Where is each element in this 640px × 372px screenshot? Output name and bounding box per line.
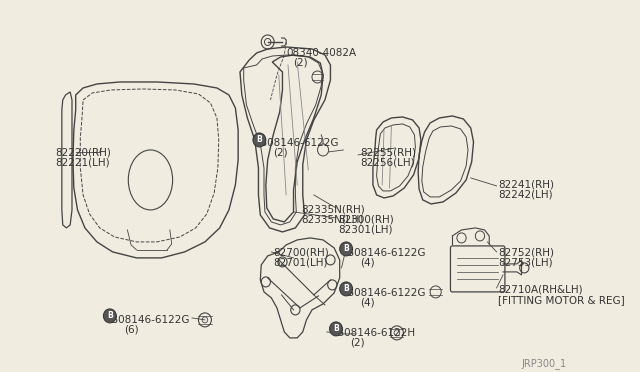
Text: 82753(LH): 82753(LH) — [499, 258, 553, 268]
Text: 08340-4082A: 08340-4082A — [286, 48, 356, 58]
Text: [FITTING MOTOR & REG]: [FITTING MOTOR & REG] — [499, 295, 625, 305]
Text: B08146-6122G: B08146-6122G — [111, 315, 189, 325]
Text: (2): (2) — [350, 338, 364, 348]
Text: B08146-6122H: B08146-6122H — [337, 328, 415, 338]
Text: B: B — [333, 324, 339, 333]
Text: 82301(LH): 82301(LH) — [338, 225, 392, 235]
Text: JRP300_1: JRP300_1 — [522, 358, 566, 369]
Text: B08146-6122G: B08146-6122G — [260, 138, 339, 148]
Text: 82256(LH): 82256(LH) — [360, 158, 415, 168]
Text: 82300(RH): 82300(RH) — [338, 215, 394, 225]
Text: B: B — [107, 311, 113, 320]
Text: 82221(LH): 82221(LH) — [56, 158, 110, 168]
Circle shape — [104, 309, 116, 323]
Text: 82701(LH): 82701(LH) — [273, 258, 328, 268]
Text: 82220(RH): 82220(RH) — [56, 148, 111, 158]
Text: 82242(LH): 82242(LH) — [499, 190, 553, 200]
Text: 82335N(LH): 82335N(LH) — [301, 215, 364, 225]
Text: (4): (4) — [360, 298, 374, 308]
Text: B: B — [343, 244, 349, 253]
Text: (2): (2) — [294, 58, 308, 68]
Text: 82710A(RH&LH): 82710A(RH&LH) — [499, 285, 583, 295]
Text: (6): (6) — [124, 325, 138, 335]
Circle shape — [330, 322, 342, 336]
Text: 82241(RH): 82241(RH) — [499, 180, 554, 190]
Text: B08146-6122G: B08146-6122G — [347, 248, 426, 258]
Text: 82752(RH): 82752(RH) — [499, 248, 554, 258]
Text: B: B — [343, 285, 349, 294]
Text: 82255(RH): 82255(RH) — [360, 148, 416, 158]
Text: (4): (4) — [360, 258, 374, 268]
Circle shape — [253, 133, 266, 147]
Text: (2): (2) — [273, 148, 288, 158]
Text: 82700(RH): 82700(RH) — [273, 248, 329, 258]
Circle shape — [340, 282, 353, 296]
Text: B: B — [257, 135, 262, 144]
Circle shape — [340, 242, 353, 256]
Text: 82335N(RH): 82335N(RH) — [301, 205, 365, 215]
Text: B08146-6122G: B08146-6122G — [347, 288, 426, 298]
